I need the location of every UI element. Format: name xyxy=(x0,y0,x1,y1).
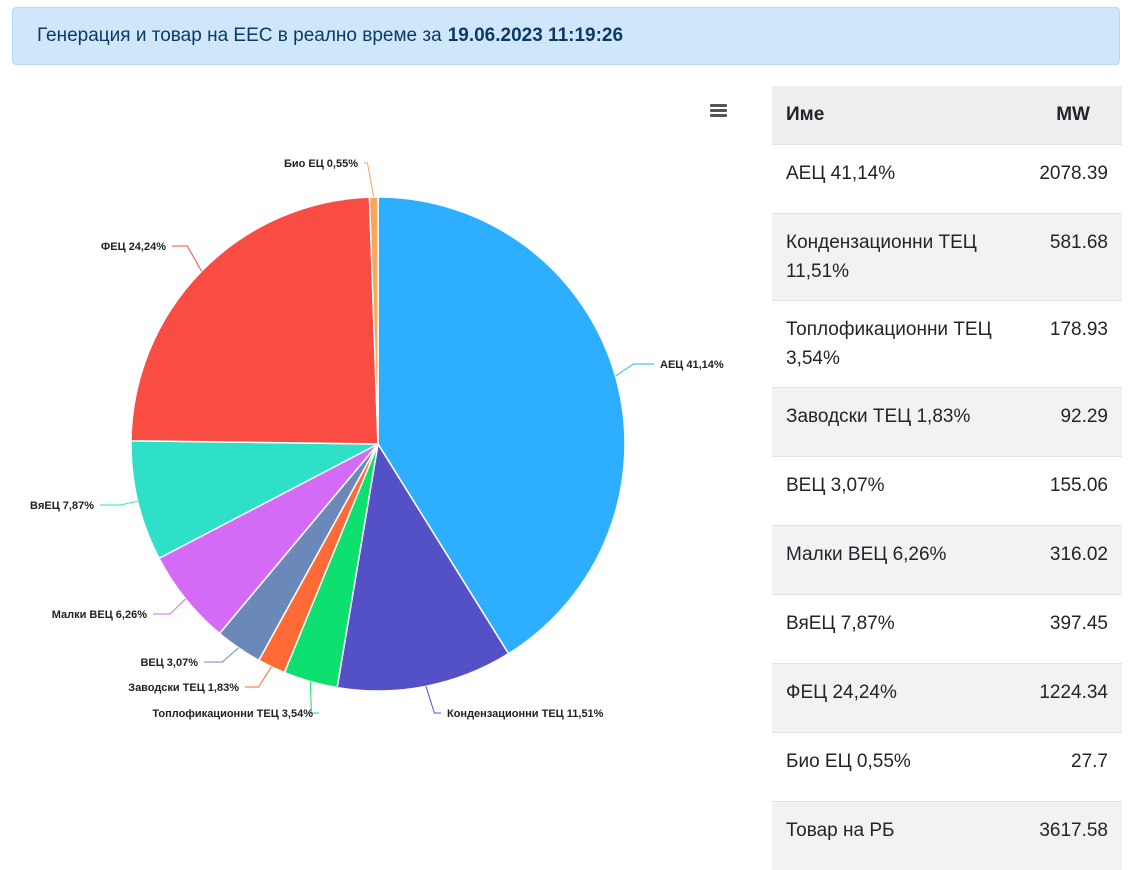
row-name: Кондензационни ТЕЦ 11,51% xyxy=(772,214,1025,301)
row-name: АЕЦ 41,14% xyxy=(772,145,1025,214)
pie-connector xyxy=(153,599,186,614)
row-mw: 1224.34 xyxy=(1025,664,1122,733)
row-mw: 92.29 xyxy=(1025,388,1122,457)
pie-data-label: Малки ВЕЦ 6,26% xyxy=(52,609,148,621)
table-row: Малки ВЕЦ 6,26%316.02 xyxy=(772,526,1122,595)
row-name: Товар на РБ xyxy=(772,802,1025,870)
pie-data-label: ФЕЦ 24,24% xyxy=(101,241,166,253)
pie-data-label: Заводски ТЕЦ 1,83% xyxy=(128,682,239,694)
pie-connector xyxy=(364,163,374,197)
table-row: ВЕЦ 3,07%155.06 xyxy=(772,457,1122,526)
banner-datetime: 19.06.2023 11:19:26 xyxy=(448,25,623,47)
row-name: Топлофикационни ТЕЦ 3,54% xyxy=(772,301,1025,388)
table-header-row: Име MW xyxy=(772,86,1122,145)
column-header-mw: MW xyxy=(1025,86,1122,145)
table-row: Кондензационни ТЕЦ 11,51%581.68 xyxy=(772,214,1122,301)
row-mw: 155.06 xyxy=(1025,457,1122,526)
row-name: Заводски ТЕЦ 1,83% xyxy=(772,388,1025,457)
pie-data-label: ВЕЦ 3,07% xyxy=(140,657,198,669)
pie-data-label: АЕЦ 41,14% xyxy=(660,359,724,371)
row-name: ФЕЦ 24,24% xyxy=(772,664,1025,733)
pie-connector xyxy=(615,364,654,376)
pie-connector xyxy=(245,667,271,687)
pie-data-label: ВяЕЦ 7,87% xyxy=(30,500,94,512)
pie-data-label: Кондензационни ТЕЦ 11,51% xyxy=(447,708,604,720)
pie-slice[interactable] xyxy=(131,197,378,444)
pie-chart: АЕЦ 41,14% Кондензационни ТЕЦ 11,51% Топло… xyxy=(0,86,760,786)
row-name: Био ЕЦ 0,55% xyxy=(772,733,1025,802)
table-row: Топлофикационни ТЕЦ 3,54%178.93 xyxy=(772,301,1122,388)
row-mw: 397.45 xyxy=(1025,595,1122,664)
pie-connector xyxy=(204,648,239,662)
pie-data-label: Топлофикационни ТЕЦ 3,54% xyxy=(152,708,313,720)
row-mw: 27.7 xyxy=(1025,733,1122,802)
row-mw: 581.68 xyxy=(1025,214,1122,301)
row-mw: 178.93 xyxy=(1025,301,1122,388)
page-banner: Генерация и товар на ЕЕС в реално време … xyxy=(12,7,1120,65)
row-mw: 316.02 xyxy=(1025,526,1122,595)
row-name: Малки ВЕЦ 6,26% xyxy=(772,526,1025,595)
table-row: ФЕЦ 24,24%1224.34 xyxy=(772,664,1122,733)
row-name: ВЕЦ 3,07% xyxy=(772,457,1025,526)
row-mw: 3617.58 xyxy=(1025,802,1122,870)
row-name: ВяЕЦ 7,87% xyxy=(772,595,1025,664)
pie-connector xyxy=(100,501,138,505)
column-header-name: Име xyxy=(772,86,1025,145)
banner-text: Генерация и товар на ЕЕС в реално време … xyxy=(37,25,442,47)
pie-data-label: Био ЕЦ 0,55% xyxy=(284,158,358,170)
pie-connector xyxy=(172,246,202,271)
table-row: АЕЦ 41,14%2078.39 xyxy=(772,145,1122,214)
table-row: Заводски ТЕЦ 1,83%92.29 xyxy=(772,388,1122,457)
table-row: Био ЕЦ 0,55%27.7 xyxy=(772,733,1122,802)
row-mw: 2078.39 xyxy=(1025,145,1122,214)
pie-connector xyxy=(426,686,441,713)
table-row: ВяЕЦ 7,87%397.45 xyxy=(772,595,1122,664)
